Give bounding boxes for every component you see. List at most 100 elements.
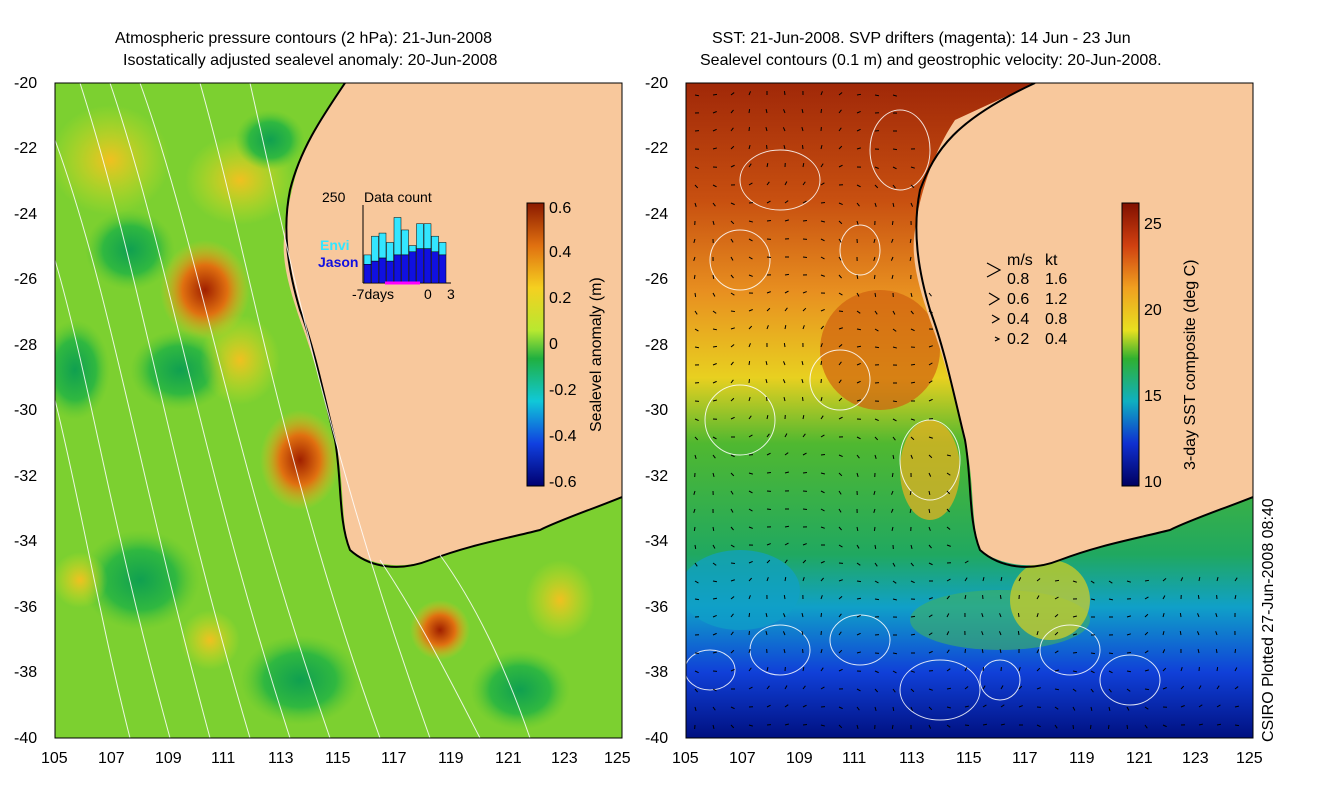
velocity-arrow xyxy=(820,397,823,402)
sla-tick: -0.2 xyxy=(549,382,577,399)
right-x-tick: 117 xyxy=(1012,750,1038,767)
sla-tick: -0.6 xyxy=(549,474,577,491)
velocity-arrow xyxy=(946,613,950,618)
velocity-arrow xyxy=(892,652,898,655)
velocity-arrow xyxy=(1198,576,1201,582)
velocity-arrow xyxy=(783,397,786,402)
velocity-arrow xyxy=(928,345,933,348)
inset-bar-envi xyxy=(416,223,424,249)
velocity-arrow xyxy=(856,202,860,207)
velocity-arrow xyxy=(784,219,789,222)
velocity-arrow xyxy=(820,325,825,330)
velocity-arrow xyxy=(1054,579,1060,582)
velocity-arrow xyxy=(730,706,735,710)
left-x-tick: 109 xyxy=(155,750,182,767)
velocity-arrow xyxy=(856,345,862,348)
velocity-arrow xyxy=(874,328,879,332)
velocity-arrow xyxy=(1000,723,1006,726)
sst-tick: 15 xyxy=(1144,388,1162,405)
velocity-arrow xyxy=(783,361,786,366)
velocity-arrow xyxy=(856,110,861,114)
velocity-arrow xyxy=(1018,667,1021,672)
velocity-arrow xyxy=(730,202,735,206)
velocity-arrow xyxy=(1090,670,1095,674)
right-title-line2: Sealevel contours (0.1 m) and geostrophi… xyxy=(700,52,1162,69)
velocity-arrow xyxy=(1215,631,1218,636)
velocity-arrow xyxy=(1144,724,1148,729)
inset-ymax: 250 xyxy=(322,189,346,205)
velocity-arrow xyxy=(712,292,716,297)
velocity-arrow xyxy=(802,452,807,456)
velocity-arrow xyxy=(730,109,734,114)
velocity-arrow xyxy=(1144,631,1149,636)
velocity-arrow xyxy=(874,688,879,693)
velocity-arrow xyxy=(1090,598,1096,601)
velocity-arrow xyxy=(802,433,806,438)
velocity-arrow xyxy=(730,631,734,636)
velocity-arrow xyxy=(712,724,715,729)
velocity-arrow xyxy=(1108,652,1114,655)
velocity-header-ms: m/s xyxy=(1007,252,1033,269)
velocity-arrow xyxy=(1054,631,1059,636)
velocity-arrow xyxy=(748,560,753,564)
velocity-arrow xyxy=(874,670,879,674)
velocity-arrow xyxy=(1198,685,1202,690)
velocity-arrow xyxy=(784,471,789,474)
velocity-arrow xyxy=(982,704,987,708)
velocity-arrow xyxy=(730,544,735,548)
velocity-arrow xyxy=(694,544,697,550)
velocity-arrow xyxy=(1072,580,1077,583)
inset-bar-jason xyxy=(378,257,387,284)
velocity-arrow xyxy=(1072,670,1078,673)
velocity-arrow xyxy=(946,649,950,654)
velocity-arrow xyxy=(748,145,751,150)
velocity-arrow xyxy=(820,308,825,312)
velocity-arrow xyxy=(856,292,860,297)
velocity-arrow xyxy=(1054,706,1059,710)
inset-bar-jason xyxy=(393,254,402,284)
velocity-arrow xyxy=(874,436,879,441)
velocity-arrow xyxy=(838,596,843,600)
right-y-tick: -26 xyxy=(645,271,669,288)
velocity-arrow xyxy=(874,544,877,550)
velocity-arrow xyxy=(910,454,913,459)
velocity-arrow xyxy=(891,526,894,532)
velocity-arrow xyxy=(982,577,985,582)
inset-x-label-zero: 0 xyxy=(424,286,432,302)
data-count-inset xyxy=(362,205,451,285)
velocity-arrow xyxy=(1036,613,1039,618)
velocity-arrow xyxy=(856,724,859,729)
inset-bar-envi xyxy=(378,232,387,259)
velocity-arrow xyxy=(1198,723,1204,726)
velocity-arrow xyxy=(910,292,913,297)
velocity-arrow xyxy=(712,436,717,440)
velocity-arrow xyxy=(820,145,823,150)
velocity-ms: 0.6 xyxy=(1007,291,1030,308)
velocity-arrow xyxy=(784,200,789,204)
velocity-arrow xyxy=(1108,688,1112,693)
velocity-arrow xyxy=(838,202,843,205)
velocity-arrow xyxy=(712,651,717,654)
velocity-arrow xyxy=(838,127,842,132)
velocity-arrow xyxy=(712,688,717,692)
velocity-arrow xyxy=(856,310,861,314)
velocity-arrow xyxy=(1234,686,1239,690)
inset-x-label-start: -7days xyxy=(352,286,395,302)
velocity-arrow xyxy=(1017,612,1020,618)
velocity-arrow xyxy=(784,723,789,726)
velocity-arrow xyxy=(856,526,859,532)
velocity-arrow xyxy=(838,145,843,150)
velocity-arrow xyxy=(874,454,877,459)
velocity-arrow xyxy=(730,310,736,313)
velocity-arrow xyxy=(783,109,786,114)
velocity-arrow xyxy=(1072,706,1076,711)
velocity-arrow xyxy=(1162,724,1167,728)
right-y-tick: -38 xyxy=(645,664,669,681)
velocity-arrow xyxy=(1144,579,1150,582)
velocity-arrow xyxy=(748,577,753,582)
velocity-arrow xyxy=(748,686,753,690)
velocity-arrow xyxy=(694,562,698,567)
velocity-arrow xyxy=(766,666,769,672)
inset-bar-jason xyxy=(416,248,424,284)
velocity-arrow xyxy=(802,200,807,204)
